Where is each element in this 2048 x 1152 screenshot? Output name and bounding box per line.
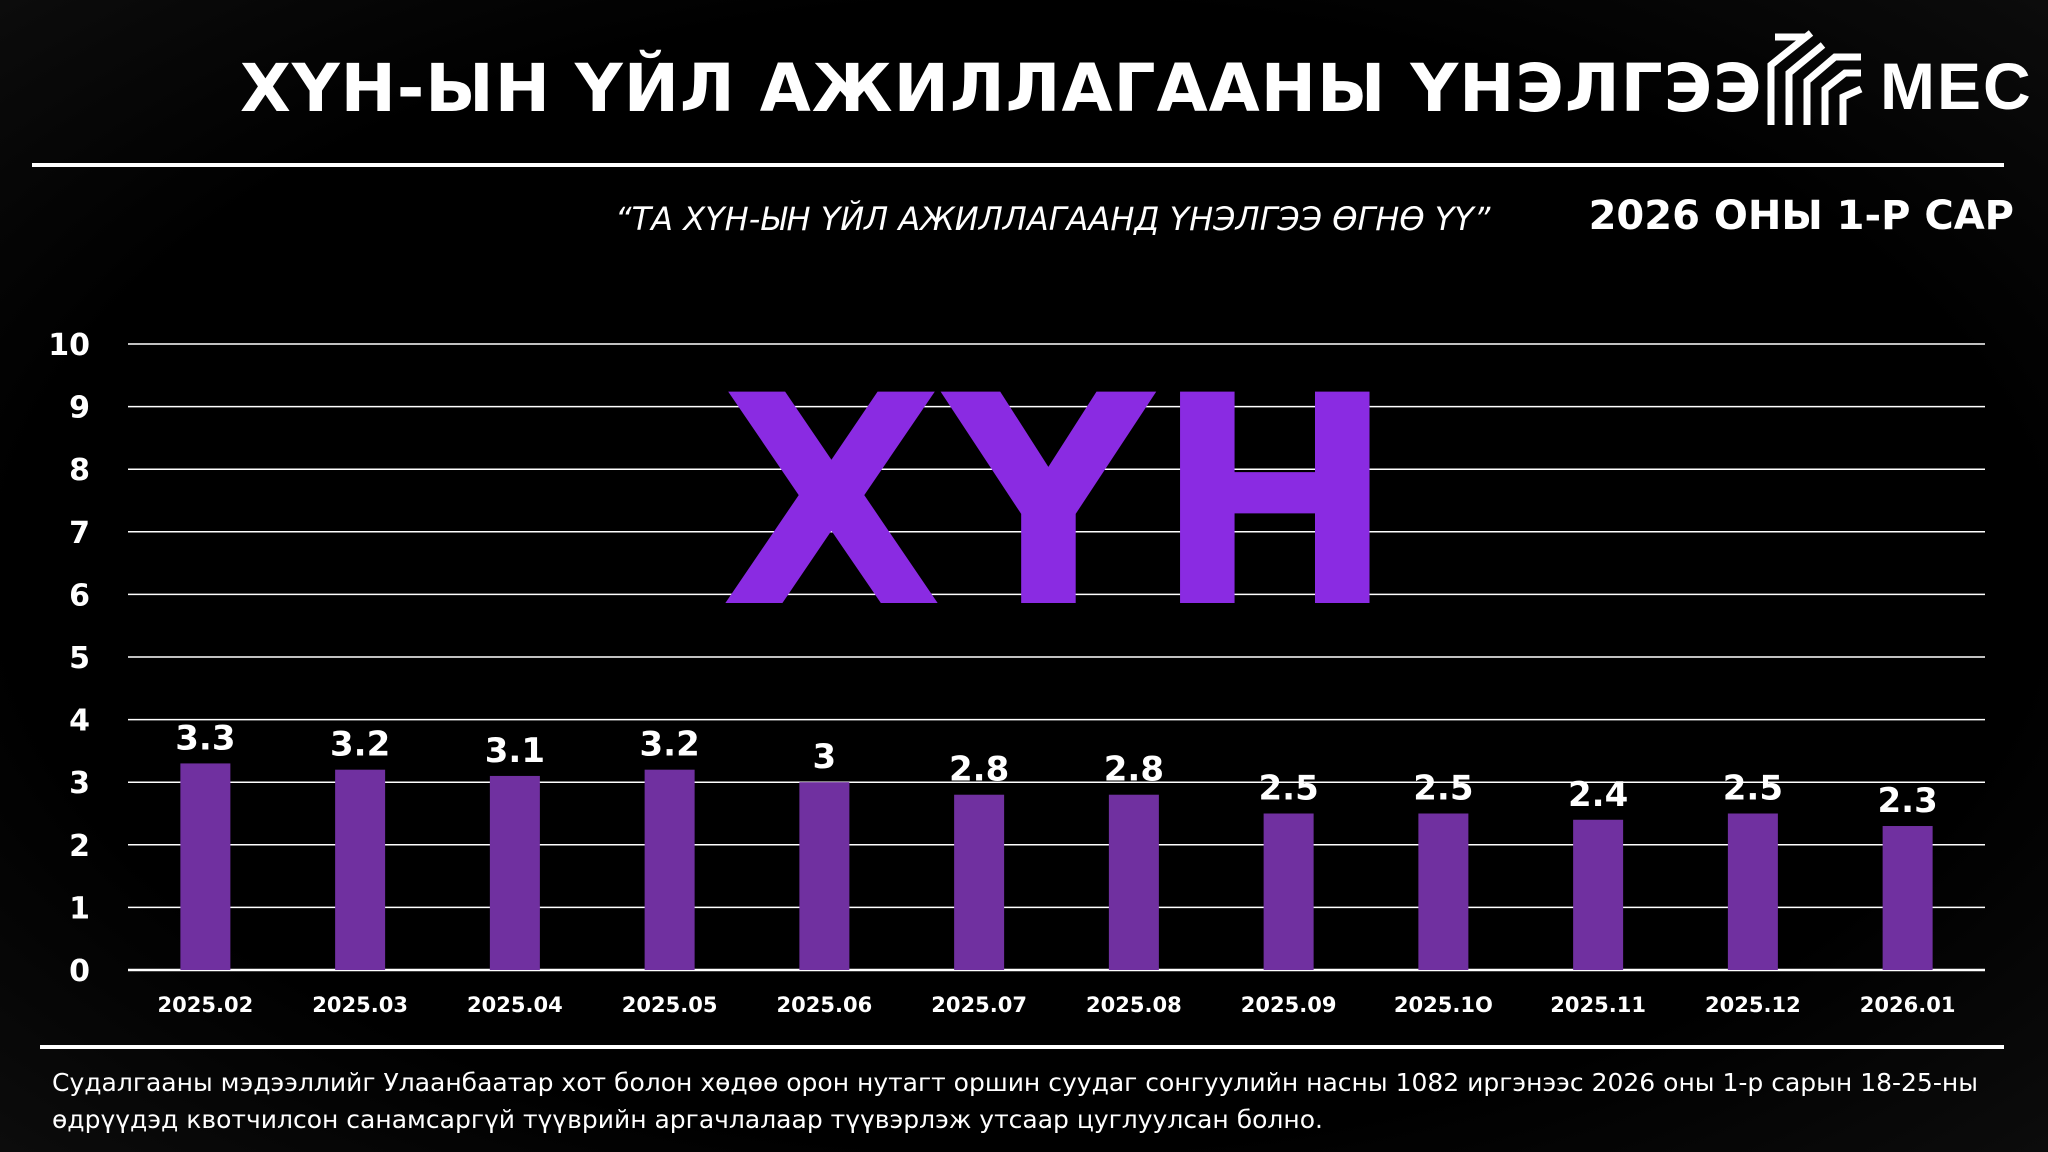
y-tick-label: 2 xyxy=(69,829,90,864)
bar xyxy=(799,782,850,970)
bar xyxy=(180,763,231,970)
x-tick-label: 2025.09 xyxy=(1241,993,1337,1017)
y-tick-label: 10 xyxy=(48,328,90,363)
footer-divider xyxy=(40,1045,2004,1049)
bar xyxy=(644,769,695,970)
x-tick-label: 2025.07 xyxy=(931,993,1027,1017)
logo-mark-icon xyxy=(1767,30,1863,125)
x-tick-label: 2025.02 xyxy=(158,993,254,1017)
value-label: 2.8 xyxy=(1104,750,1164,790)
x-tick-label: 2026.01 xyxy=(1860,993,1956,1017)
bar-chart: 0 1 2 3 4 5 6 7 8 9 10 ХҮН 3.3 3.2 3.1 3.2 3 2.8 2.8 2.5 2… xyxy=(48,328,1985,1017)
y-axis-ticks: 0 1 2 3 4 5 6 7 8 9 10 xyxy=(48,328,90,989)
y-tick-label: 6 xyxy=(69,578,90,613)
value-label: 3.3 xyxy=(175,718,235,758)
value-label: 3.2 xyxy=(330,725,390,765)
watermark-text: ХҮН xyxy=(720,335,1396,672)
bars xyxy=(180,763,1933,970)
bar xyxy=(1727,813,1778,970)
y-tick-label: 5 xyxy=(69,641,90,676)
value-label: 3.1 xyxy=(485,731,545,771)
bar xyxy=(335,769,386,970)
chart-subtitle: “ТА ХҮН-ЫН ҮЙЛ АЖИЛЛАГААНД ҮНЭЛГЭЭ ӨГНӨ … xyxy=(615,200,1491,238)
y-tick-label: 1 xyxy=(69,891,90,926)
y-tick-label: 4 xyxy=(69,704,90,739)
page-title: ХҮН-ЫН ҮЙЛ АЖИЛЛАГААНЫ ҮНЭЛГЭЭ xyxy=(240,50,1763,127)
value-label: 2.5 xyxy=(1723,769,1783,809)
y-tick-label: 9 xyxy=(69,391,90,426)
bar xyxy=(1882,826,1933,970)
value-label: 2.5 xyxy=(1413,769,1473,809)
value-label: 2.3 xyxy=(1878,781,1938,821)
value-label: 3 xyxy=(813,737,837,777)
x-tick-label: 2025.12 xyxy=(1705,993,1801,1017)
value-label: 2.5 xyxy=(1259,769,1319,809)
y-tick-label: 8 xyxy=(69,453,90,488)
y-tick-label: 0 xyxy=(69,954,90,989)
bar xyxy=(954,794,1005,970)
grid-lines xyxy=(128,343,1985,972)
header-divider xyxy=(32,163,2004,167)
bar xyxy=(1263,813,1314,970)
x-tick-label: 2025.05 xyxy=(622,993,718,1017)
methodology-note: Судалгааны мэдээллийг Улаанбаатар хот бо… xyxy=(52,1068,1978,1134)
x-tick-label: 2025.11 xyxy=(1550,993,1646,1017)
x-tick-label: 2025.1O xyxy=(1394,993,1493,1017)
bar xyxy=(1418,813,1469,970)
survey-period: 2026 ОНЫ 1-Р САР xyxy=(1588,193,2014,239)
bar xyxy=(489,775,540,970)
bar xyxy=(1108,794,1159,970)
x-tick-label: 2025.03 xyxy=(312,993,408,1017)
bar xyxy=(1573,819,1624,970)
x-tick-label: 2025.08 xyxy=(1086,993,1182,1017)
mec-logo xyxy=(1767,30,1863,125)
x-tick-label: 2025.04 xyxy=(467,993,563,1017)
value-label: 3.2 xyxy=(640,725,700,765)
value-label: 2.4 xyxy=(1568,775,1628,815)
x-axis-ticks: 2025.02 2025.03 2025.04 2025.05 2025.06 2025.… xyxy=(158,993,1956,1017)
value-label: 2.8 xyxy=(949,750,1009,790)
y-tick-label: 7 xyxy=(69,516,90,551)
logo-text: MEC xyxy=(1880,49,2033,123)
value-labels: 3.3 3.2 3.1 3.2 3 2.8 2.8 2.5 2.5 2.4 2.5 2.3 xyxy=(175,718,1937,821)
x-tick-label: 2025.06 xyxy=(777,993,873,1017)
y-tick-label: 3 xyxy=(69,766,90,801)
